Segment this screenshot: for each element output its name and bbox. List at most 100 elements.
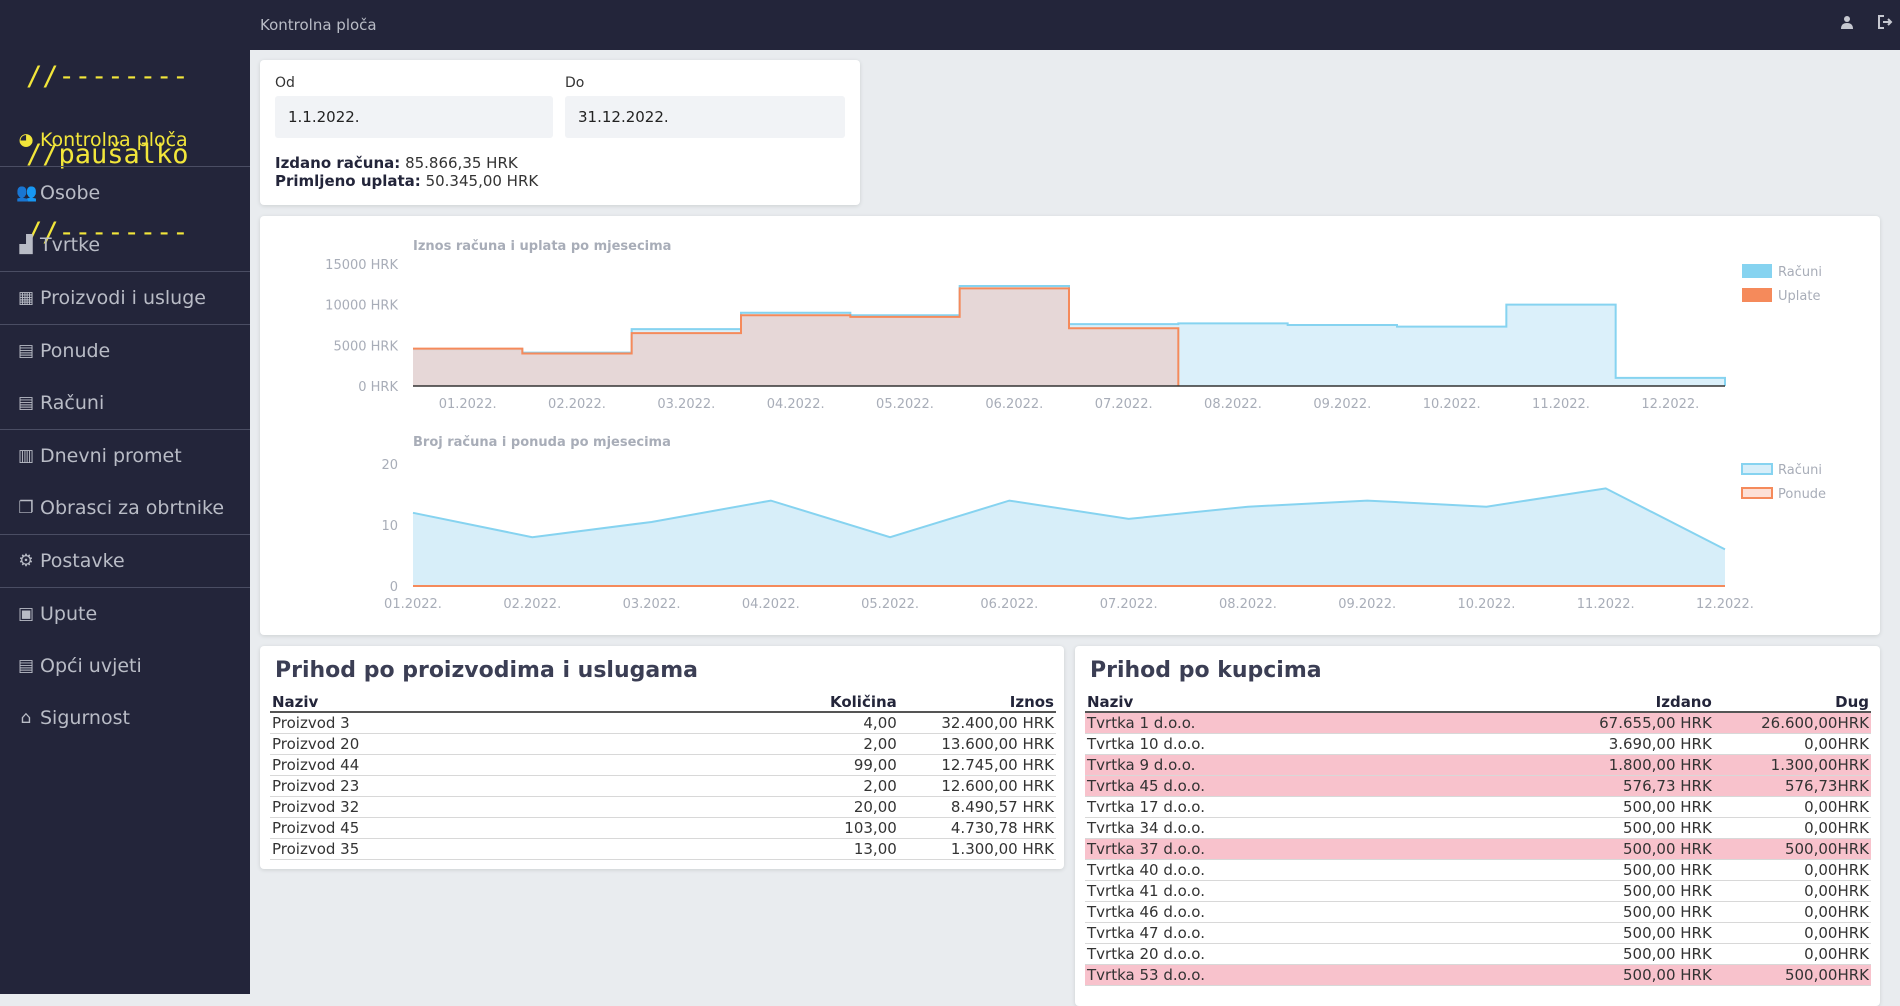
column-header[interactable]: Naziv: [270, 692, 703, 713]
table-row[interactable]: Tvrtka 46 d.o.o. 500,00 HRK 0,00HRK: [1085, 901, 1871, 923]
table-row[interactable]: Proizvod 35 13,00 1.300,00 HRK: [270, 838, 1056, 860]
logo-line: //paušalko: [26, 139, 189, 170]
sidebar-item-label: Obrasci za obrtnike: [40, 497, 225, 519]
x-tick-label: 06.2022.: [980, 597, 1038, 612]
table-row[interactable]: Proizvod 23 2,00 12.600,00 HRK: [270, 775, 1056, 797]
divider: [0, 534, 250, 535]
to-date-input[interactable]: 31.12.2022.: [565, 96, 845, 138]
table-cell: 500,00 HRK: [1517, 880, 1714, 902]
table-cell: 12.600,00 HRK: [898, 775, 1056, 797]
table-cell: 1.800,00 HRK: [1517, 754, 1714, 776]
logout-icon[interactable]: [1878, 14, 1893, 33]
table-cell: 0,00HRK: [1713, 901, 1871, 923]
table-cell: 99,00: [702, 754, 899, 776]
sidebar-item-opci-uvjeti[interactable]: ▤ Opći uvjeti: [0, 640, 250, 692]
table-cell: Tvrtka 34 d.o.o.: [1085, 817, 1518, 839]
sidebar-item-postavke[interactable]: ⚙ Postavke: [0, 535, 250, 587]
table-row[interactable]: Proizvod 45 103,00 4.730,78 HRK: [270, 817, 1056, 839]
app-logo[interactable]: //-------- //paušalko //--------: [26, 12, 226, 298]
dashboard-icon: ◕: [18, 130, 34, 150]
sidebar-item-upute[interactable]: ▣ Upute: [0, 588, 250, 640]
column-header[interactable]: Količina: [702, 692, 899, 713]
table-cell: Proizvod 23: [270, 775, 703, 797]
sidebar-item-tvrtke[interactable]: ▟ Tvrtke: [0, 219, 250, 271]
table-row[interactable]: Tvrtka 10 d.o.o. 3.690,00 HRK 0,00HRK: [1085, 733, 1871, 755]
sidebar-item-proizvodi[interactable]: ▦ Proizvodi i usluge: [0, 272, 250, 324]
y-tick-label: 0 HRK: [358, 380, 398, 395]
table-cell: 500,00 HRK: [1517, 922, 1714, 944]
table-row[interactable]: Tvrtka 45 d.o.o. 576,73 HRK 576,73HRK: [1085, 775, 1871, 797]
table-row[interactable]: Tvrtka 9 d.o.o. 1.800,00 HRK 1.300,00HRK: [1085, 754, 1871, 776]
table-row[interactable]: Tvrtka 20 d.o.o. 500,00 HRK 0,00HRK: [1085, 943, 1871, 965]
table-row[interactable]: Tvrtka 37 d.o.o. 500,00 HRK 500,00HRK: [1085, 838, 1871, 860]
sidebar-item-ponude[interactable]: ▤ Ponude: [0, 325, 250, 377]
table-cell: Tvrtka 20 d.o.o.: [1085, 943, 1518, 965]
table-cell: 8.490,57 HRK: [898, 796, 1056, 818]
table-row[interactable]: Tvrtka 34 d.o.o. 500,00 HRK 0,00HRK: [1085, 817, 1871, 839]
file-contract-icon: ▤: [17, 656, 35, 676]
logo-line: //--------: [26, 61, 189, 92]
divider: [0, 429, 250, 430]
sidebar-item-sigurnost[interactable]: ⌂ Sigurnost: [0, 692, 250, 744]
table-cell: 500,00 HRK: [1517, 859, 1714, 881]
x-tick-label: 01.2022.: [439, 397, 497, 412]
table-row[interactable]: Tvrtka 47 d.o.o. 500,00 HRK 0,00HRK: [1085, 922, 1871, 944]
table-cell: 12.745,00 HRK: [898, 754, 1056, 776]
from-date-input[interactable]: 1.1.2022.: [275, 96, 553, 138]
series-area-Računi: [413, 488, 1725, 586]
table-cell: 103,00: [702, 817, 899, 839]
table-cell: 2,00: [702, 775, 899, 797]
table-row[interactable]: Proizvod 20 2,00 13.600,00 HRK: [270, 733, 1056, 755]
table-cell: 2,00: [702, 733, 899, 755]
table-row[interactable]: Tvrtka 1 d.o.o. 67.655,00 HRK 26.600,00HRK: [1085, 712, 1871, 734]
table-cell: 13,00: [702, 838, 899, 860]
legend-label: Ponude: [1778, 487, 1826, 502]
sidebar-item-label: Dnevni promet: [40, 445, 182, 467]
received-value: 50.345,00 HRK: [425, 172, 539, 190]
issued-summary: Izdano računa: 85.866,35 HRK: [275, 154, 518, 172]
x-tick-label: 01.2022.: [384, 597, 442, 612]
table-row[interactable]: Tvrtka 53 d.o.o. 500,00 HRK 500,00HRK: [1085, 964, 1871, 986]
x-tick-label: 02.2022.: [548, 397, 606, 412]
x-tick-label: 04.2022.: [767, 397, 825, 412]
divider: [0, 324, 250, 325]
y-tick-label: 10: [381, 519, 398, 534]
table-cell: 500,00 HRK: [1517, 943, 1714, 965]
y-tick-label: 20: [381, 458, 398, 473]
topbar: Kontrolna ploča: [250, 0, 1900, 50]
column-header[interactable]: Naziv: [1085, 692, 1518, 713]
table-cell: Tvrtka 47 d.o.o.: [1085, 922, 1518, 944]
table-row[interactable]: Proizvod 44 99,00 12.745,00 HRK: [270, 754, 1056, 776]
table-row[interactable]: Tvrtka 17 d.o.o. 500,00 HRK 0,00HRK: [1085, 796, 1871, 818]
x-tick-label: 12.2022.: [1641, 397, 1699, 412]
table-cell: Proizvod 32: [270, 796, 703, 818]
legend-swatch: [1742, 288, 1772, 302]
x-tick-label: 11.2022.: [1532, 397, 1590, 412]
sidebar-item-label: Ponude: [40, 340, 111, 362]
x-tick-label: 05.2022.: [876, 397, 934, 412]
table-cell: 500,00 HRK: [1517, 901, 1714, 923]
gear-icon: ⚙: [18, 551, 34, 571]
sidebar-item-dnevni-promet[interactable]: ▥ Dnevni promet: [0, 430, 250, 482]
table-cell: 0,00HRK: [1713, 733, 1871, 755]
legend-label: Računi: [1778, 463, 1822, 478]
table-cell: Tvrtka 17 d.o.o.: [1085, 796, 1518, 818]
table-cell: Proizvod 44: [270, 754, 703, 776]
sidebar-item-osobe[interactable]: 👥 Osobe: [0, 167, 250, 219]
table-row[interactable]: Proizvod 3 4,00 32.400,00 HRK: [270, 712, 1056, 734]
sidebar-item-racuni[interactable]: ▤ Računi: [0, 377, 250, 429]
sidebar-item-obrasci[interactable]: ❐ Obrasci za obrtnike: [0, 482, 250, 534]
received-label: Primljeno uplata:: [275, 172, 421, 190]
column-header[interactable]: Dug: [1713, 692, 1871, 713]
sidebar-item-kontrolna-ploca[interactable]: ◕ Kontrolna ploča: [0, 114, 250, 166]
table-row[interactable]: Tvrtka 41 d.o.o. 500,00 HRK 0,00HRK: [1085, 880, 1871, 902]
x-tick-label: 12.2022.: [1696, 597, 1754, 612]
table-row[interactable]: Proizvod 32 20,00 8.490,57 HRK: [270, 796, 1056, 818]
table-cell: 3.690,00 HRK: [1517, 733, 1714, 755]
table-row[interactable]: Tvrtka 40 d.o.o. 500,00 HRK 0,00HRK: [1085, 859, 1871, 881]
column-header[interactable]: Iznos: [898, 692, 1056, 713]
table-cell: 1.300,00 HRK: [898, 838, 1056, 860]
table-cell: 4,00: [702, 712, 899, 734]
user-icon[interactable]: [1840, 14, 1854, 33]
column-header[interactable]: Izdano: [1517, 692, 1714, 713]
